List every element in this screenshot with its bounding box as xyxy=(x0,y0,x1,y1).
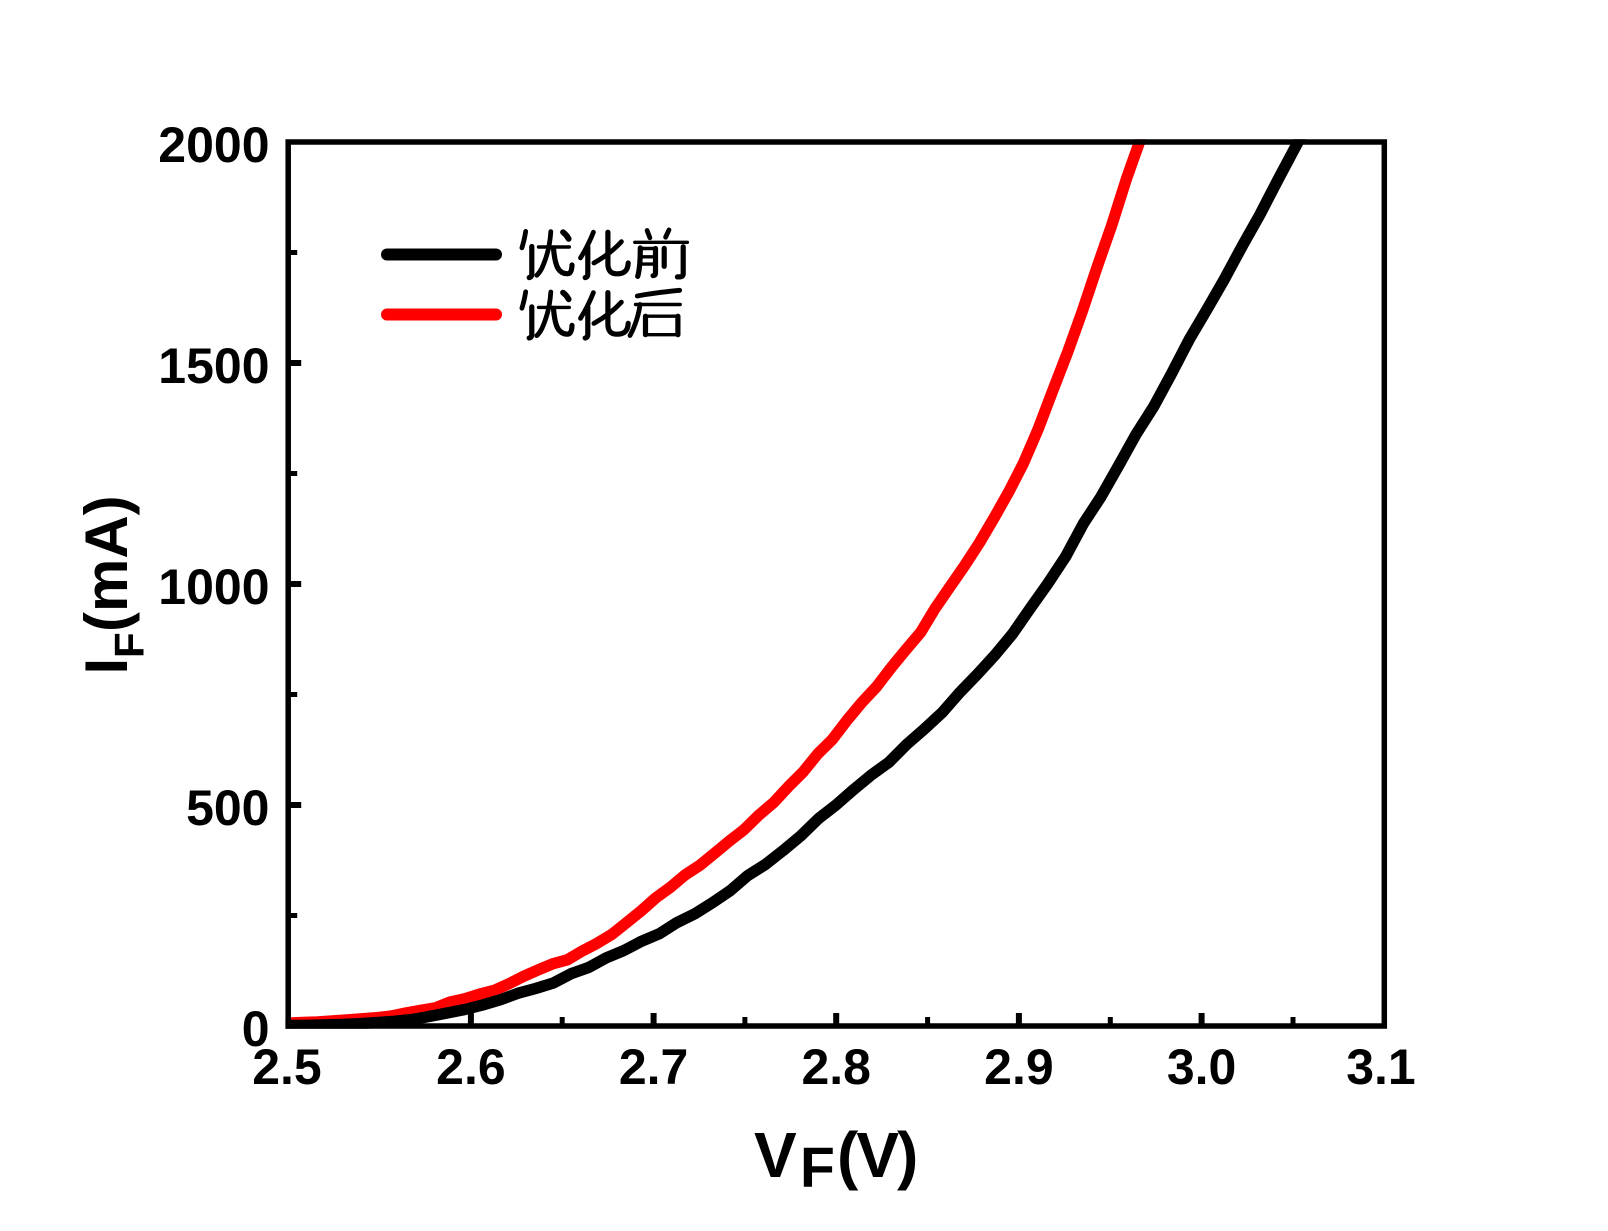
svg-text:2.9: 2.9 xyxy=(984,1039,1054,1095)
svg-text:2000: 2000 xyxy=(158,117,269,173)
svg-text:1500: 1500 xyxy=(158,338,269,394)
svg-text:2.8: 2.8 xyxy=(801,1039,871,1095)
svg-text:0: 0 xyxy=(242,1001,270,1057)
svg-text:3.1: 3.1 xyxy=(1346,1039,1416,1095)
svg-text:F: F xyxy=(106,632,153,658)
svg-text:I: I xyxy=(73,658,140,675)
svg-text:V: V xyxy=(754,1119,797,1191)
svg-text:(mA): (mA) xyxy=(73,495,140,632)
svg-text:3.0: 3.0 xyxy=(1167,1039,1237,1095)
svg-text:2.6: 2.6 xyxy=(436,1039,506,1095)
svg-text:1000: 1000 xyxy=(158,559,269,615)
svg-text:500: 500 xyxy=(186,780,269,836)
svg-text:2.7: 2.7 xyxy=(619,1039,689,1095)
svg-text:(V): (V) xyxy=(837,1119,916,1191)
svg-text:2.5: 2.5 xyxy=(252,1039,322,1095)
svg-text:F: F xyxy=(800,1136,835,1200)
